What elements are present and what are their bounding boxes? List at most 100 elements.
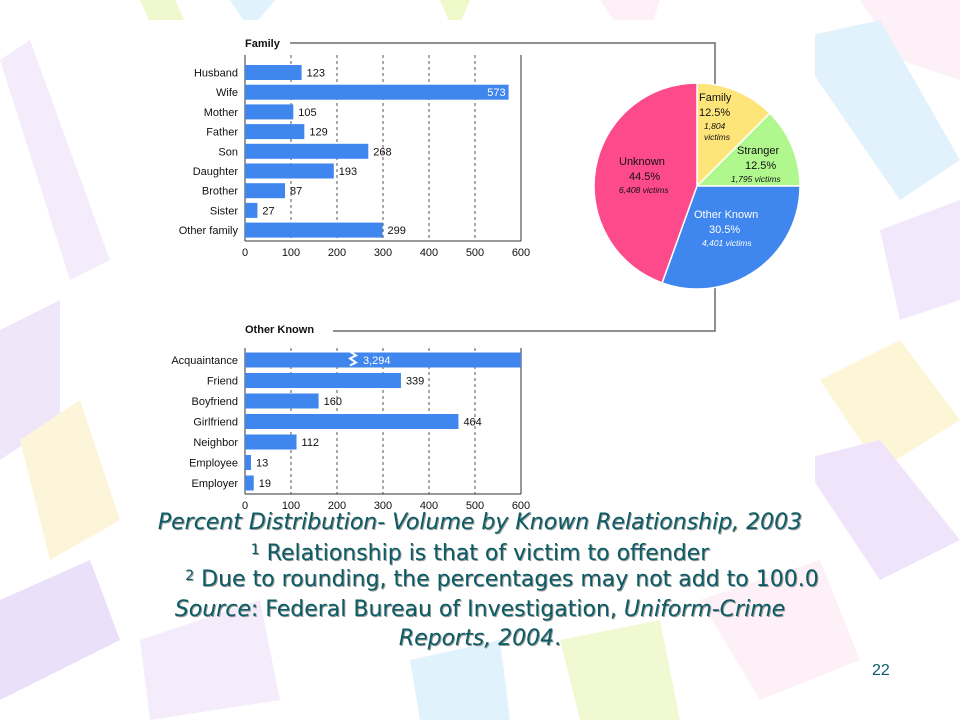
family-bars: Husband 123 Wife 573 Mother 105 Father 129 Son 26… — [179, 65, 509, 238]
bar-break-mark — [348, 350, 358, 367]
pie-label-stranger: Stranger — [737, 145, 780, 157]
category-label: Other family — [179, 225, 239, 237]
footnote-marker-2: 2 — [185, 568, 195, 584]
category-label: Daughter — [193, 166, 239, 178]
source-org: : Federal Bureau of Investigation, — [250, 597, 624, 622]
bar-value-label: 105 — [298, 107, 316, 119]
x-tick-label: 400 — [420, 500, 438, 512]
bar — [245, 163, 334, 179]
bar — [245, 475, 254, 491]
bar-value-label: 193 — [339, 166, 357, 178]
bar — [245, 143, 369, 159]
pie-slice — [661, 185, 801, 290]
x-tick-label: 400 — [420, 247, 438, 259]
other-known-chart-title: Other Known — [245, 324, 314, 336]
bar — [245, 393, 319, 409]
category-label: Husband — [194, 68, 238, 80]
bar — [245, 222, 383, 238]
x-tick-label: 0 — [242, 500, 248, 512]
category-label: Boyfriend — [192, 396, 238, 408]
bar-value-label: 112 — [302, 437, 320, 449]
bar-value-label: 87 — [290, 186, 302, 198]
category-label: Neighbor — [193, 437, 238, 449]
footnote-marker-1: 1 — [250, 542, 260, 558]
category-label: Girlfriend — [193, 417, 238, 429]
bar-value-label: 129 — [309, 127, 327, 139]
pie-labels: Family 12.5% 1,804 victims Stranger 12.5… — [619, 92, 781, 248]
pie-slice — [593, 82, 698, 284]
other-known-x-ticks: 0 100 200 300 400 500 600 — [242, 500, 530, 512]
category-label: Employee — [189, 458, 238, 470]
x-tick-label: 100 — [282, 247, 300, 259]
x-tick-label: 600 — [512, 247, 530, 259]
pie-victims-unit-family: victims — [704, 132, 731, 142]
x-tick-label: 600 — [512, 500, 530, 512]
bar-value-label: 339 — [406, 376, 424, 388]
x-tick-label: 500 — [466, 247, 484, 259]
category-label: Mother — [204, 107, 239, 119]
x-tick-label: 300 — [374, 500, 392, 512]
footnote-text-2: Due to rounding, the percentages may not… — [194, 567, 819, 592]
pie-pct-unknown: 44.5% — [629, 171, 660, 183]
bar — [245, 373, 401, 388]
pie-label-family: Family — [699, 92, 732, 104]
pie-victims-stranger: 1,795 victims — [731, 174, 781, 184]
category-label: Father — [206, 127, 238, 139]
bar — [245, 65, 302, 80]
pie-pct-stranger: 12.5% — [745, 160, 776, 172]
x-tick-label: 200 — [328, 247, 346, 259]
bar — [245, 104, 294, 120]
bar — [245, 352, 521, 368]
bar — [245, 455, 251, 470]
pie-chart — [593, 82, 801, 290]
x-tick-label: 100 — [282, 500, 300, 512]
bar — [245, 414, 459, 429]
source-label: Source — [174, 597, 251, 622]
category-label: Friend — [207, 376, 238, 388]
category-label: Wife — [216, 87, 238, 99]
bar-value-label: 160 — [324, 396, 342, 408]
x-tick-label: 200 — [328, 500, 346, 512]
caption-source: Source: Federal Bureau of Investigation,… — [0, 597, 960, 622]
pie-victims-family: 1,804 — [704, 121, 726, 131]
x-tick-label: 500 — [466, 500, 484, 512]
x-tick-label: 300 — [374, 247, 392, 259]
caption-footnote-2: 2 Due to rounding, the percentages may n… — [22, 567, 960, 592]
bar-value-label: 573 — [487, 87, 505, 99]
pie-slice — [696, 82, 771, 188]
caption-footnote-1: 1 Relationship is that of victim to offe… — [0, 541, 960, 566]
x-tick-label: 0 — [242, 247, 248, 259]
bar-value-label: 464 — [463, 417, 481, 429]
category-label: Acquaintance — [171, 355, 238, 367]
source-end: . — [554, 626, 562, 651]
slide-number: 22 — [872, 662, 890, 679]
category-label: Brother — [202, 186, 238, 198]
bar-value-label: 3,294 — [363, 355, 391, 367]
footnote-text-1: Relationship is that of victim to offend… — [259, 541, 710, 566]
bar-value-label: 19 — [259, 478, 271, 490]
family-chart-title: Family — [245, 38, 281, 50]
bar-value-label: 27 — [262, 205, 274, 217]
family-x-ticks: 0 100 200 300 400 500 600 — [242, 247, 530, 259]
bar — [245, 434, 297, 450]
bar — [245, 202, 258, 218]
bar — [245, 183, 286, 199]
pie-label-other-known: Other Known — [694, 209, 758, 221]
family-connector — [290, 42, 716, 90]
pie-victims-unknown: 6,408 victims — [619, 185, 669, 195]
other-known-connector — [333, 285, 716, 332]
bar — [245, 84, 509, 100]
bar-value-label: 299 — [388, 225, 406, 237]
pie-label-unknown: Unknown — [619, 156, 665, 168]
pie-victims-other-known: 4,401 victims — [702, 238, 752, 248]
category-label: Employer — [192, 478, 239, 490]
category-label: Son — [218, 146, 238, 158]
bar — [245, 124, 305, 140]
other-known-bars: Acquaintance 3,294 Friend 339 Boyfriend 160 Gi… — [171, 350, 521, 491]
source-title-cont: Reports, 2004 — [398, 626, 555, 651]
pie-slice — [695, 112, 801, 187]
bar-value-label: 268 — [373, 146, 391, 158]
caption-title: Percent Distribution- Volume by Known Re… — [157, 510, 803, 535]
